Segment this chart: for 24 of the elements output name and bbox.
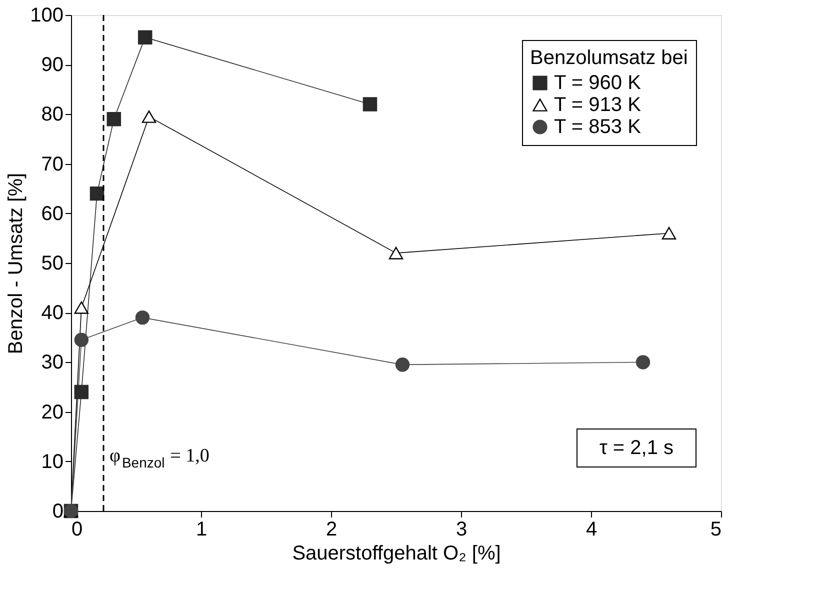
y-tick-label: 60 (41, 202, 64, 225)
y-tick-label: 50 (41, 252, 64, 274)
x-tick-label: 5 (710, 518, 722, 540)
y-tick-label: 10 (41, 450, 64, 473)
x-tick-label: 1 (196, 518, 208, 540)
x-tick-label: 3 (456, 518, 468, 540)
y-axis-title: Benzol - Umsatz [%] (5, 172, 28, 354)
annotation: τ = 2,1 s (599, 437, 674, 459)
legend-label: T = 913 K (554, 94, 642, 116)
x-tick-label: 0 (72, 518, 83, 540)
y-tick-label: 100 (30, 4, 64, 26)
y-tick-label: 90 (41, 54, 64, 76)
legend-label: T = 853 K (554, 116, 642, 138)
y-tick-label: 80 (41, 104, 64, 126)
y-tick-label: 20 (41, 401, 64, 424)
y-tick-label: 30 (41, 352, 64, 374)
legend-title: Benzolumsatz bei (530, 47, 688, 69)
x-tick-label: 2 (326, 518, 338, 540)
x-tick-label: 4 (586, 518, 598, 540)
x-axis-title: Sauerstoffgehalt O₂ [%] (292, 542, 501, 564)
y-tick-label: 70 (41, 153, 64, 176)
legend-label: T = 960 K (554, 72, 642, 94)
y-tick-label: 0 (52, 500, 64, 522)
y-tick-label: 40 (41, 302, 64, 324)
